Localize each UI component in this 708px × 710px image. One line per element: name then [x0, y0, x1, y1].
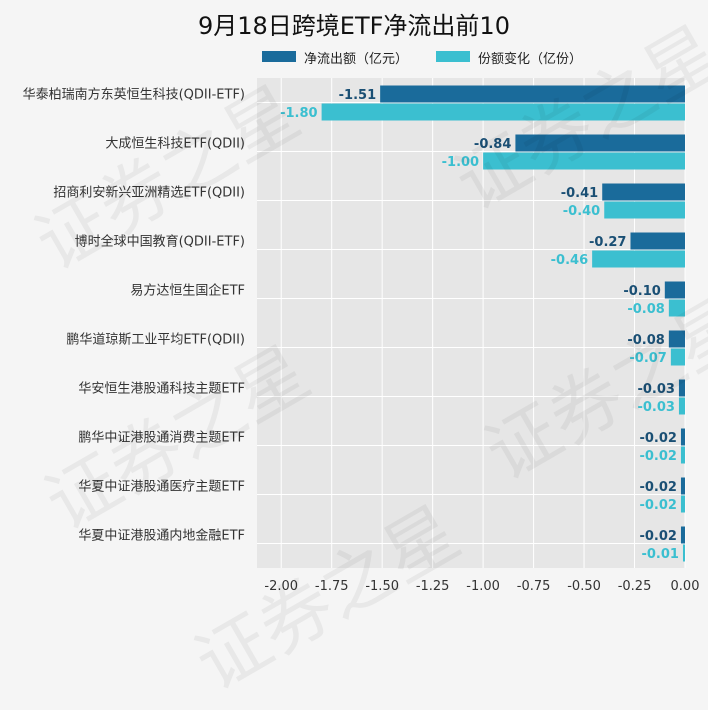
- data-label: -1.00: [442, 155, 479, 170]
- data-label: -0.02: [639, 449, 676, 464]
- x-tick-label: -1.00: [466, 579, 500, 594]
- data-label: -0.08: [627, 333, 664, 348]
- x-tick-label: -0.25: [618, 579, 652, 594]
- category-label: 华夏中证港股通医疗主题ETF: [78, 480, 245, 495]
- x-tick-label: -0.75: [517, 579, 551, 594]
- chart-title: 9月18日跨境ETF净流出前10: [198, 12, 510, 40]
- data-label: -0.03: [637, 400, 674, 415]
- data-label: -0.02: [639, 529, 676, 544]
- category-label: 鹏华中证港股通消费主题ETF: [78, 431, 245, 446]
- category-label: 博时全球中国教育(QDII-ETF): [75, 234, 245, 250]
- bar-share-change: [483, 152, 685, 170]
- x-tick-label: 0.00: [671, 579, 700, 594]
- legend-label-net-outflow: 净流出额（亿元）: [304, 52, 409, 67]
- bar-share-change: [668, 299, 685, 317]
- category-label: 大成恒生科技ETF(QDII): [105, 137, 245, 152]
- data-label: -0.41: [561, 186, 598, 201]
- data-label: -1.51: [339, 88, 376, 103]
- bar-share-change: [592, 250, 685, 268]
- bar-net-outflow: [380, 85, 685, 103]
- x-tick-label: -1.50: [365, 579, 399, 594]
- data-label: -0.07: [629, 351, 666, 366]
- data-label: -0.01: [641, 547, 678, 562]
- bar-chart: -2.00 -1.75 -1.50 -1.25 -1.00 -0.75 -0.50 -0.25…: [23, 78, 700, 594]
- bar-share-change: [678, 397, 685, 415]
- bar-net-outflow: [515, 134, 685, 152]
- data-label: -0.02: [639, 431, 676, 446]
- legend-swatch-net-outflow: [262, 51, 296, 62]
- bar-share-change: [680, 495, 685, 513]
- x-tick-label: -2.00: [264, 579, 298, 594]
- bar-net-outflow: [680, 477, 685, 495]
- data-label: -0.02: [639, 480, 676, 495]
- bar-share-change: [670, 348, 685, 366]
- category-label: 鹏华道琼斯工业平均ETF(QDII): [66, 333, 245, 348]
- data-label: -0.08: [627, 302, 664, 317]
- bar-share-change: [682, 544, 685, 562]
- category-label: 招商利安新兴亚洲精选ETF(QDII): [53, 185, 245, 201]
- bar-net-outflow: [664, 281, 685, 299]
- data-label: -0.10: [623, 284, 660, 299]
- x-tick-label: -1.75: [315, 579, 349, 594]
- bar-share-change: [680, 446, 685, 464]
- data-label: -1.80: [280, 106, 317, 121]
- data-label: -0.03: [637, 382, 674, 397]
- bar-net-outflow: [668, 330, 685, 348]
- category-label: 易方达恒生国企ETF: [130, 283, 245, 299]
- data-label: -0.46: [551, 253, 588, 268]
- category-label: 华夏中证港股通内地金融ETF: [78, 528, 245, 544]
- bar-net-outflow: [630, 232, 685, 250]
- legend-swatch-share-change: [436, 51, 470, 62]
- x-tick-label: -0.50: [567, 579, 601, 594]
- bar-net-outflow: [680, 428, 685, 446]
- data-label: -0.84: [474, 137, 511, 152]
- bar-share-change: [321, 103, 685, 121]
- bar-net-outflow: [678, 379, 685, 397]
- bar-net-outflow: [602, 183, 685, 201]
- category-label: 华泰柏瑞南方东英恒生科技(QDII-ETF): [23, 87, 245, 103]
- data-label: -0.02: [639, 498, 676, 513]
- data-label: -0.40: [563, 204, 600, 219]
- legend-label-share-change: 份额变化（亿份）: [478, 52, 583, 67]
- category-label: 华安恒生港股通科技主题ETF: [78, 382, 245, 397]
- x-tick-label: -1.25: [416, 579, 450, 594]
- bar-net-outflow: [680, 526, 685, 544]
- bar-share-change: [604, 201, 685, 219]
- data-label: -0.27: [589, 235, 626, 250]
